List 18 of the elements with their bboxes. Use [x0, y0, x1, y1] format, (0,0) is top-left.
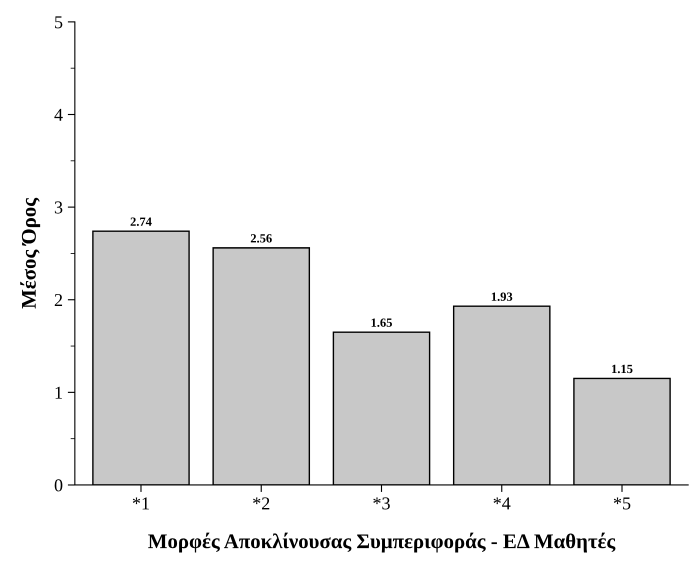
y-tick-label: 3 — [54, 201, 62, 214]
x-tick-label: *4 — [494, 497, 510, 510]
x-tick-label: *2 — [253, 497, 270, 510]
y-tick-label: 5 — [55, 16, 62, 28]
x-axis-title: Μορφές Αποκλίνουσας Συμπεριφοράς - ΕΔ Μαθητές — [148, 532, 616, 553]
data-label: 2.56 — [250, 234, 272, 243]
y-tick-label: 2 — [54, 294, 62, 306]
y-axis-title: Μέσος Όρος — [20, 198, 40, 309]
data-label: 2.74 — [130, 217, 152, 226]
data-label: 1.93 — [492, 292, 512, 301]
x-tick-label: *1 — [132, 497, 149, 510]
x-tick-label: *3 — [373, 497, 390, 510]
y-tick-label: 4 — [54, 108, 63, 121]
data-label: 1.65 — [372, 318, 392, 327]
data-label: 1.15 — [612, 364, 632, 374]
x-tick-label: *5 — [614, 497, 630, 510]
y-tick-label: 1 — [56, 386, 62, 399]
y-tick-label: 0 — [54, 479, 62, 492]
